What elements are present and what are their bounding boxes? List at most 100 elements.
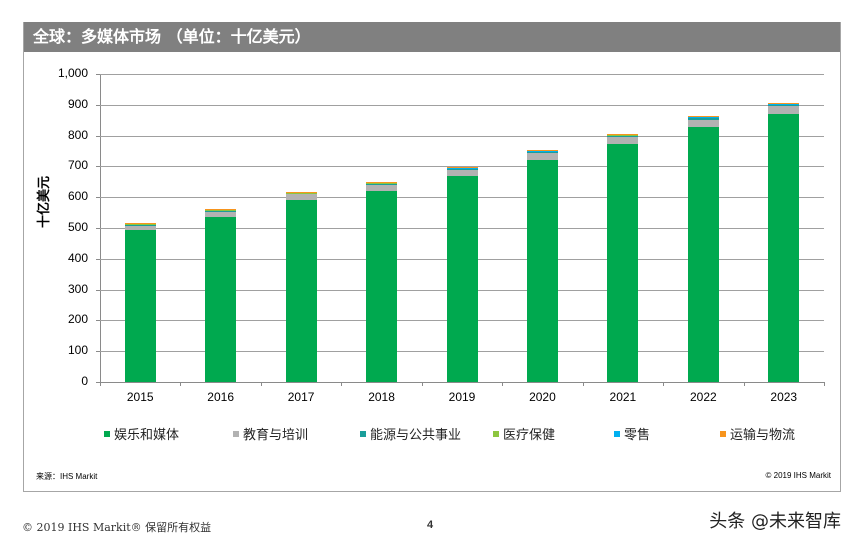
legend-item: 医疗保健: [493, 424, 555, 443]
bar-segment: [366, 184, 398, 191]
y-tick-label: 700: [67, 158, 88, 173]
y-tick-label: 300: [67, 281, 88, 296]
source-note: 来源：IHS Markit: [36, 472, 98, 481]
x-tick-mark: [341, 382, 343, 386]
x-tick-label: 2023: [770, 390, 798, 404]
bar-segment: [124, 230, 156, 382]
gridline: [100, 382, 824, 383]
watermark: 头条 @未来智库: [709, 511, 841, 532]
bar-segment: [687, 118, 719, 120]
bar-segment: [607, 135, 639, 137]
legend-label: 零售: [624, 428, 651, 443]
legend-swatch-icon: [104, 430, 110, 437]
x-tick-label: 2022: [689, 390, 717, 404]
bar-segment: [285, 194, 317, 200]
y-tick-label: 400: [67, 250, 88, 265]
bar-segment: [526, 150, 558, 152]
bar-segment: [285, 192, 317, 194]
bar-segment: [446, 166, 478, 168]
bar-segment: [687, 116, 719, 118]
bar-segment: [285, 193, 317, 195]
legend-label: 娱乐和媒体: [114, 428, 180, 443]
y-tick-label: 500: [67, 220, 88, 234]
x-tick-mark: [582, 382, 584, 386]
bar-segment: [124, 224, 156, 226]
bar-segment: [205, 211, 237, 217]
bar-segment: [768, 103, 800, 105]
x-tick-mark: [421, 382, 423, 386]
legend-swatch-icon: [720, 430, 726, 437]
y-tick-mark: [96, 166, 100, 168]
bar-segment: [446, 167, 478, 169]
bar-segment: [607, 136, 639, 144]
bar-segment: [205, 210, 237, 212]
bar-2019: [446, 74, 478, 382]
bar-segment: [768, 105, 800, 107]
x-tick-mark: [100, 382, 101, 386]
x-tick-mark: [663, 382, 665, 386]
x-tick-label: 2020: [529, 390, 556, 404]
gridline: [100, 74, 824, 75]
bar-segment: [446, 168, 478, 170]
bar-segment: [687, 117, 719, 119]
bar-2015: [124, 74, 156, 382]
legend-item: 运输与物流: [720, 424, 795, 443]
x-tick-label: 2021: [609, 390, 637, 404]
x-tick-label: 2018: [368, 390, 395, 404]
bar-segment: [366, 183, 398, 185]
page-number: 4: [427, 519, 434, 531]
x-tick-label: 2017: [287, 390, 315, 404]
legend-swatch-icon: [614, 430, 620, 437]
legend-label: 医疗保健: [503, 428, 556, 443]
bar-segment: [607, 143, 639, 382]
y-tick-mark: [96, 382, 100, 383]
footer-copyright: © 2019 IHS Markit® 保留所有权益: [22, 521, 212, 534]
gridline: [100, 166, 824, 168]
bar-segment: [285, 199, 317, 382]
bar-segment: [205, 209, 237, 211]
y-tick-mark: [96, 228, 100, 229]
y-tick-label: 600: [67, 189, 88, 204]
bar-2016: [205, 74, 237, 382]
bar-segment: [205, 208, 237, 210]
y-tick-label: 900: [67, 96, 88, 111]
legend-item: 教育与培训: [233, 424, 308, 443]
x-tick-label: 2019: [448, 390, 476, 404]
bar-2021: [607, 74, 639, 382]
x-tick-label: 2015: [126, 390, 154, 404]
legend-item: 零售: [614, 424, 650, 443]
legend-label: 教育与培训: [243, 428, 309, 443]
x-tick-mark: [824, 382, 825, 386]
bar-segment: [366, 182, 398, 184]
bar-segment: [124, 223, 156, 225]
y-tick-mark: [96, 351, 100, 353]
legend: 娱乐和媒体 教育与培训 能源与公共事业 医疗保健 零售 运输与物流: [100, 424, 820, 444]
bar-segment: [526, 151, 558, 153]
gridline: [100, 135, 824, 137]
bar-segment: [526, 152, 558, 160]
legend-item: 能源与公共事业: [360, 424, 461, 443]
x-tick-mark: [502, 382, 504, 386]
bar-segment: [526, 150, 558, 151]
y-tick-mark: [96, 258, 100, 260]
bar-segment: [366, 190, 398, 382]
y-tick-mark: [96, 320, 100, 322]
chart-copyright: © 2019 IHS Markit: [765, 471, 831, 480]
x-tick-label: 2016: [207, 390, 234, 404]
y-tick-label: 1,000: [57, 66, 88, 80]
y-tick-mark: [96, 289, 100, 291]
bar-2017: [285, 74, 317, 382]
y-tick-label: 800: [67, 127, 88, 142]
bar-segment: [285, 191, 317, 193]
bar-segment: [607, 134, 639, 136]
bar-segment: [687, 127, 719, 382]
legend-swatch-icon: [233, 430, 239, 437]
bar-2020: [526, 74, 558, 382]
bar-segment: [768, 114, 800, 382]
bar-segment: [526, 159, 558, 382]
bar-segment: [687, 119, 719, 128]
bar-segment: [366, 181, 398, 183]
chart-panel: [23, 22, 841, 492]
x-tick-mark: [743, 382, 745, 386]
bar-segment: [768, 106, 800, 115]
